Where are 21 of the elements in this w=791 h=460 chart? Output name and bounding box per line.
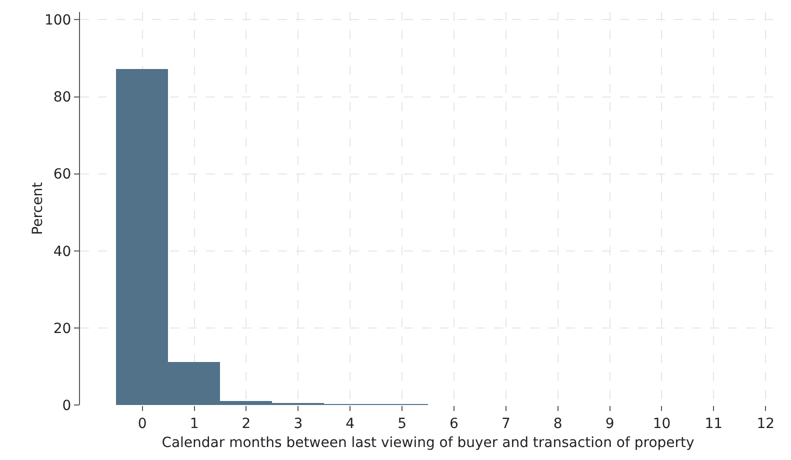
x-tick-label: 10 <box>652 416 671 432</box>
x-tick-label: 12 <box>756 416 775 432</box>
y-tick-label: 80 <box>53 90 72 106</box>
x-tick-label: 4 <box>346 416 355 432</box>
y-tick-label: 100 <box>44 12 72 29</box>
x-tick-label: 5 <box>398 416 406 432</box>
x-tick-label: 8 <box>553 416 562 432</box>
x-tick-label: 2 <box>242 416 251 432</box>
x-tick-label: 1 <box>190 416 199 432</box>
x-tick-label: 0 <box>138 416 147 432</box>
x-axis-title: Calendar months between last viewing of buyer and transaction of property <box>162 435 694 452</box>
x-tick-label: 11 <box>704 416 723 432</box>
x-tick-label: 9 <box>605 416 614 432</box>
y-tick-label: 40 <box>53 244 72 260</box>
y-axis-title: Percent <box>30 182 46 235</box>
y-tick-label: 60 <box>53 166 72 183</box>
x-tick-label: 3 <box>294 416 303 432</box>
x-tick-label: 7 <box>501 416 510 432</box>
x-tick-label: 6 <box>450 416 459 432</box>
y-tick-label: 0 <box>62 398 72 414</box>
y-tick-label: 20 <box>53 320 72 337</box>
